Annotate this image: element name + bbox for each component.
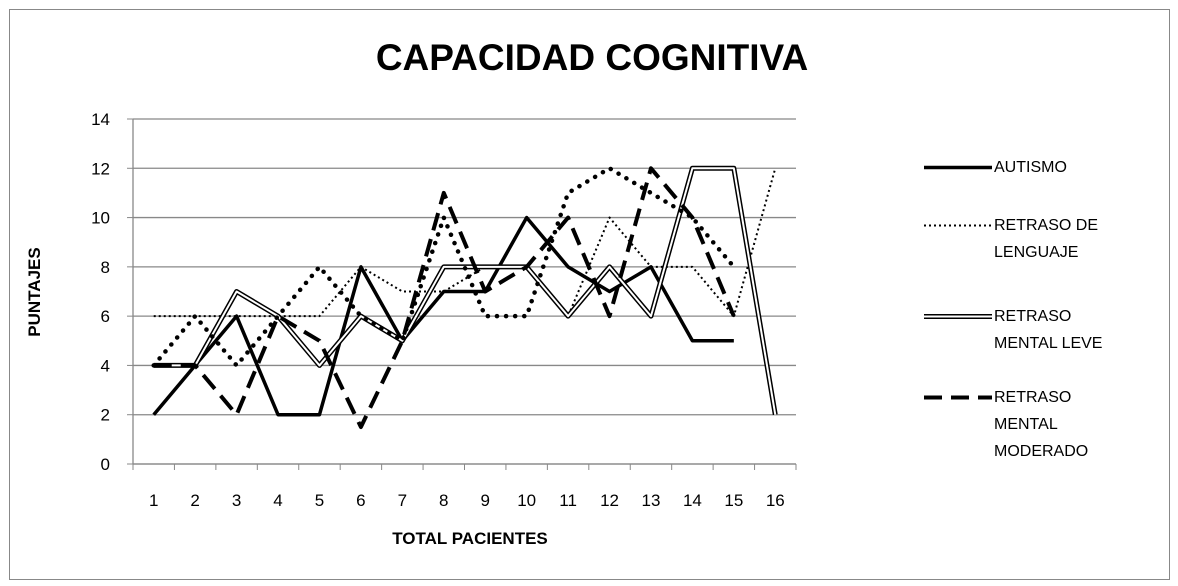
y-axis-label: PUNTAJES	[25, 247, 44, 336]
y-tick-label: 6	[101, 307, 110, 326]
y-tick-label: 12	[91, 159, 110, 178]
y-tick-label: 10	[91, 209, 110, 228]
y-tick-label: 4	[101, 356, 110, 375]
x-tick-label: 10	[517, 491, 536, 510]
legend-item: AUTISMO	[922, 154, 1112, 181]
x-tick-label: 4	[273, 491, 282, 510]
x-tick-label: 12	[600, 491, 619, 510]
legend-label: RETRASO MENTAL MODERADO	[994, 389, 1089, 460]
x-tick-label: 5	[315, 491, 324, 510]
series-line	[152, 215, 734, 417]
y-tick-label: 14	[91, 110, 110, 129]
x-tick-label: 8	[439, 491, 448, 510]
legend-swatch	[924, 314, 992, 319]
legend-item: RETRASO MENTAL LEVE	[922, 303, 1112, 357]
legend-label: RETRASO DE LENGUAJE	[994, 217, 1099, 261]
legend-label: AUTISMO	[994, 159, 1067, 176]
legend-swatch	[924, 395, 992, 400]
chart-title: CAPACIDAD COGNITIVA	[376, 37, 808, 78]
x-tick-label: 11	[559, 491, 577, 510]
series-line	[153, 166, 736, 430]
x-tick-label: 15	[724, 491, 743, 510]
legend-label: RETRASO MENTAL LEVE	[994, 308, 1103, 352]
x-tick-label: 13	[642, 491, 661, 510]
x-tick-label: 3	[232, 491, 241, 510]
x-tick-label: 2	[190, 491, 199, 510]
y-tick-label: 0	[101, 455, 110, 474]
y-tick-label: 8	[101, 258, 110, 277]
x-tick-label: 6	[356, 491, 365, 510]
x-tick-label: 1	[149, 491, 158, 510]
series-line	[151, 166, 737, 368]
y-tick-label: 2	[101, 406, 110, 425]
x-tick-label: 9	[480, 491, 489, 510]
legend-item: RETRASO DE LENGUAJE	[922, 212, 1112, 266]
x-tick-label: 16	[766, 491, 785, 510]
x-tick-label: 7	[398, 491, 407, 510]
legend-swatch	[924, 165, 992, 170]
legend-item: RETRASO MENTAL MODERADO	[922, 384, 1112, 465]
x-tick-label: 14	[683, 491, 702, 510]
series-line	[153, 168, 777, 318]
legend-swatch	[924, 224, 992, 227]
x-axis-label: TOTAL PACIENTES	[392, 529, 548, 548]
